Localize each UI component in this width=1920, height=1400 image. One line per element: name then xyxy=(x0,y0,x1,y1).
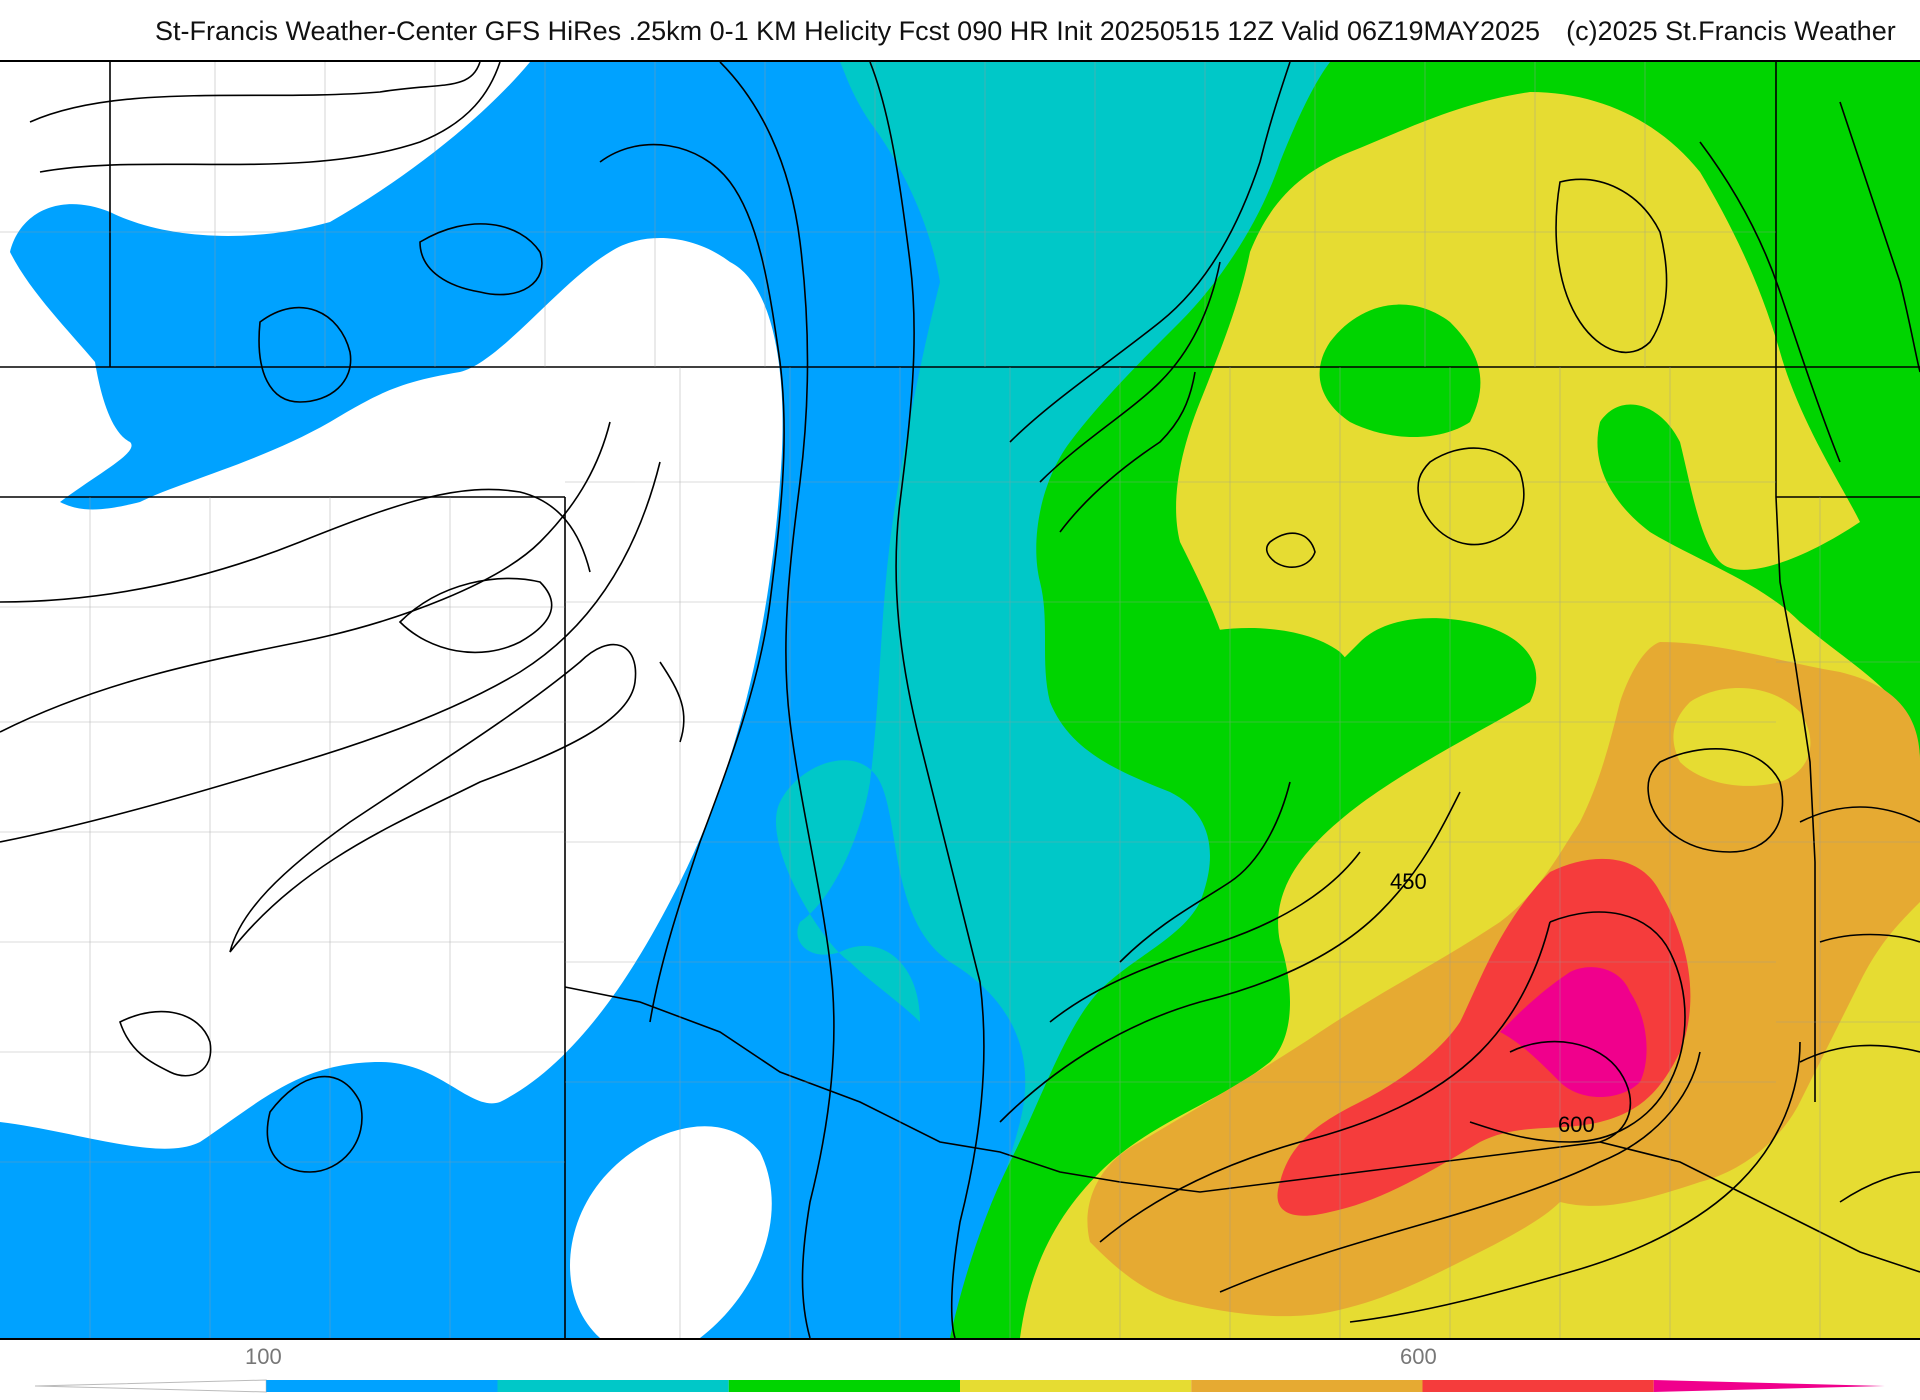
legend-bin-6 xyxy=(1422,1380,1654,1392)
legend-bin-7 xyxy=(1653,1380,1885,1392)
legend-colorbar xyxy=(34,1379,1885,1393)
map-title: St-Francis Weather-Center GFS HiRes .25k… xyxy=(155,16,1896,47)
contour-label-600: 600 xyxy=(1558,1112,1595,1137)
legend-bin-5 xyxy=(1191,1380,1423,1392)
title-bar: St-Francis Weather-Center GFS HiRes .25k… xyxy=(0,0,1920,60)
helicity-map: 450 600 xyxy=(0,60,1920,1340)
legend-bin-0 xyxy=(34,1379,267,1393)
shade-green-pocket-central xyxy=(1153,628,1371,835)
color-legend xyxy=(0,1340,1920,1400)
legend-bin-3 xyxy=(728,1380,960,1392)
title-text: St-Francis Weather-Center GFS HiRes .25k… xyxy=(155,16,1541,46)
legend-tick-600: 600 xyxy=(1400,1344,1437,1369)
county-lines xyxy=(0,62,1920,1338)
legend-bin-4 xyxy=(960,1380,1192,1392)
shade-yellow-pocket xyxy=(1673,688,1811,786)
legend-tick-100: 100 xyxy=(245,1344,282,1369)
legend-bin-1 xyxy=(266,1380,498,1392)
legend-bin-2 xyxy=(497,1380,729,1392)
helicity-contours xyxy=(0,62,1920,1338)
contour-label-450: 450 xyxy=(1390,869,1427,894)
shade-green-pocket-north xyxy=(1319,304,1481,437)
map-canvas: 450 600 xyxy=(0,62,1920,1338)
copyright-text: (c)2025 St.Francis Weather xyxy=(1566,16,1896,46)
shade-red-band xyxy=(1277,858,1691,1216)
shade-magenta-band xyxy=(1500,967,1647,1097)
